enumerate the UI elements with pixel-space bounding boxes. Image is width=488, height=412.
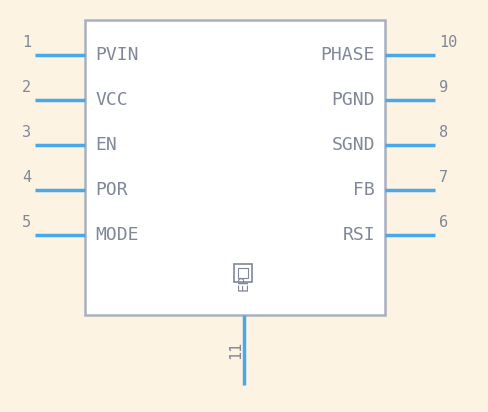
Text: 10: 10 [439,35,457,50]
Text: VCC: VCC [95,91,128,109]
Text: 2: 2 [22,80,31,95]
Text: 1: 1 [22,35,31,50]
Bar [85,20,385,315]
Text: EP: EP [237,275,251,291]
Text: 4: 4 [22,170,31,185]
Text: 5: 5 [22,215,31,230]
Text: EN: EN [95,136,117,154]
Bar [238,268,248,278]
Text: 3: 3 [22,125,31,140]
Text: SGND: SGND [331,136,375,154]
Text: FB: FB [353,181,375,199]
Text: 6: 6 [439,215,448,230]
Bar [234,264,252,282]
Text: PGND: PGND [331,91,375,109]
Text: PVIN: PVIN [95,46,139,64]
Text: RSI: RSI [343,226,375,244]
Text: PHASE: PHASE [321,46,375,64]
Text: 7: 7 [439,170,448,185]
Text: MODE: MODE [95,226,139,244]
Text: 8: 8 [439,125,448,140]
Text: 11: 11 [228,341,244,359]
Text: POR: POR [95,181,128,199]
Text: 9: 9 [439,80,448,95]
